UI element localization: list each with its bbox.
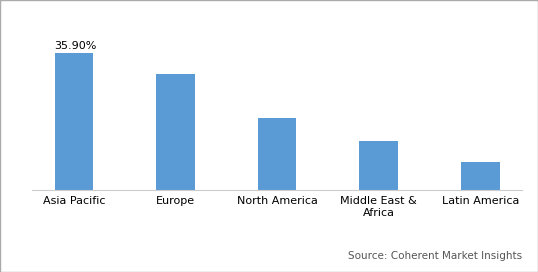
- Bar: [359, 141, 398, 190]
- Text: Source: Coherent Market Insights: Source: Coherent Market Insights: [348, 251, 522, 261]
- Bar: [461, 162, 500, 190]
- Bar: [156, 73, 195, 190]
- Bar: [258, 118, 296, 190]
- Bar: [54, 53, 93, 190]
- Text: 35.90%: 35.90%: [54, 41, 97, 51]
